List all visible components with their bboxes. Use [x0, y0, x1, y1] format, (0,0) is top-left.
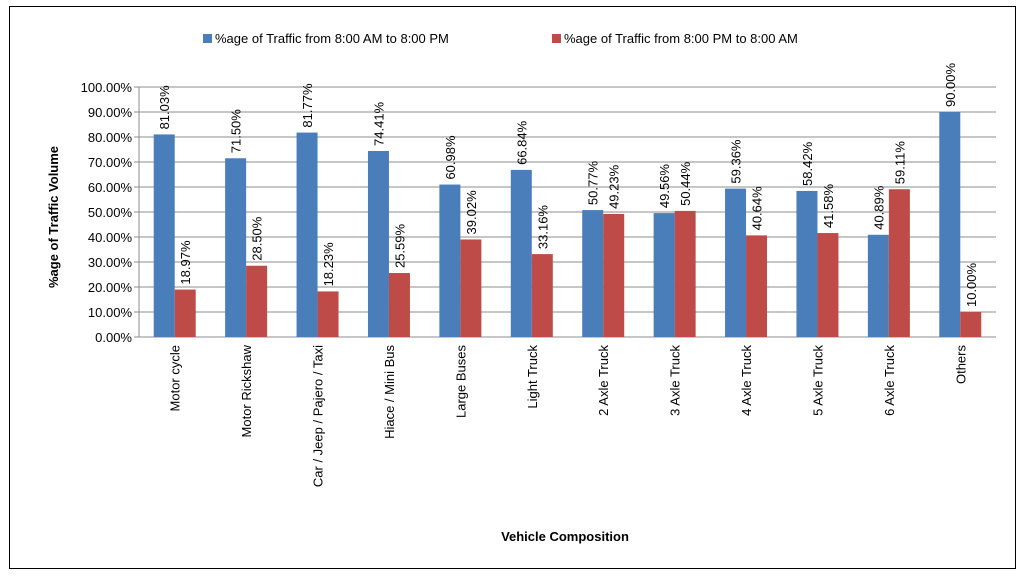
x-category-label: Others: [953, 345, 968, 385]
y-tick-label: 60.00%: [88, 180, 133, 195]
x-category-label: Motor Rickshaw: [239, 344, 254, 437]
data-labels: 81.03% 71.50% 81.77% 74.41% 60.98% 66.84% 50.7…: [157, 62, 979, 307]
bar: [153, 134, 175, 337]
x-axis-categories: Motor cycle Motor Rickshaw Car / Jeep / Pa…: [168, 344, 969, 487]
bar: [653, 213, 675, 337]
bar: [388, 273, 410, 337]
bar: [460, 239, 482, 337]
data-label: 28.50%: [250, 216, 265, 261]
data-label: 71.50%: [229, 109, 244, 154]
x-category-label: Motor cycle: [168, 345, 183, 411]
y-axis-title: %age of Traffic Volume: [46, 146, 61, 288]
legend-label: %age of Traffic from 8:00 PM to 8:00 AM: [564, 31, 798, 46]
legend: %age of Traffic from 8:00 AM to 8:00 PM%…: [203, 31, 798, 46]
y-axis-ticks: 0.00% 10.00% 20.00% 30.00% 40.00% 50.00% 60.00…: [81, 80, 133, 345]
y-tick-label: 40.00%: [88, 230, 133, 245]
bar: [510, 169, 532, 337]
y-tick-label: 80.00%: [88, 130, 133, 145]
data-label: 49.56%: [657, 164, 672, 209]
chart-frame: [9, 6, 1016, 569]
bar: [674, 210, 696, 337]
data-label: 90.00%: [943, 62, 958, 107]
data-label: 39.02%: [464, 190, 479, 235]
y-tick-label: 20.00%: [88, 280, 133, 295]
y-tick-label: 10.00%: [88, 305, 133, 320]
data-label: 41.58%: [821, 184, 836, 229]
x-axis-title: Vehicle Composition: [501, 529, 629, 544]
bar: [796, 190, 818, 337]
bar: [317, 291, 339, 337]
y-tick-label: 100.00%: [81, 80, 133, 95]
bar: [867, 234, 889, 337]
bar: [225, 158, 247, 337]
data-label: 59.11%: [892, 141, 907, 185]
bar: [296, 132, 318, 337]
x-category-label: Hiace / Mini Bus: [382, 345, 397, 439]
data-label: 33.16%: [535, 205, 550, 250]
bar: [439, 184, 461, 337]
bar: [367, 150, 389, 337]
bar: [603, 213, 625, 337]
data-label: 10.00%: [964, 262, 979, 307]
data-label: 81.03%: [157, 85, 172, 130]
x-category-label: 2 Axle Truck: [596, 345, 611, 416]
y-tick-label: 90.00%: [88, 105, 133, 120]
data-label: 81.77%: [300, 83, 315, 128]
x-category-label: Light Truck: [525, 345, 540, 409]
data-label: 59.36%: [729, 139, 744, 184]
y-tick-label: 30.00%: [88, 255, 133, 270]
y-tick-label: 0.00%: [95, 330, 132, 345]
bar: [960, 312, 982, 337]
data-label: 25.59%: [392, 223, 407, 268]
legend-swatch: [552, 34, 561, 43]
data-label: 74.41%: [371, 101, 386, 146]
bars: [153, 112, 982, 337]
legend-swatch: [203, 34, 212, 43]
bar: [174, 289, 196, 337]
data-label: 50.44%: [678, 161, 693, 206]
x-category-label: 3 Axle Truck: [668, 345, 683, 416]
data-label: 66.84%: [514, 120, 529, 165]
data-label: 40.64%: [750, 186, 765, 231]
gridlines: [134, 86, 996, 338]
bar: [582, 210, 604, 337]
y-tick-label: 50.00%: [88, 205, 133, 220]
x-category-label: Large Buses: [453, 345, 468, 418]
y-tick-label: 70.00%: [88, 155, 133, 170]
x-category-label: 5 Axle Truck: [810, 345, 825, 416]
data-label: 40.89%: [871, 185, 886, 230]
bar: [888, 189, 910, 337]
data-label: 18.97%: [178, 240, 193, 285]
data-label: 49.23%: [607, 164, 622, 209]
data-label: 58.42%: [800, 141, 815, 186]
legend-label: %age of Traffic from 8:00 AM to 8:00 PM: [215, 31, 449, 46]
data-label: 60.98%: [443, 135, 458, 180]
bar: [939, 112, 961, 337]
bar: [817, 233, 839, 337]
x-category-label: Car / Jeep / Pajero / Taxi: [311, 345, 326, 487]
bar: [725, 188, 747, 337]
bar: [746, 235, 768, 337]
data-label: 18.23%: [321, 242, 336, 287]
bar: [246, 265, 268, 337]
x-category-label: 6 Axle Truck: [882, 345, 897, 416]
bar: [531, 254, 553, 337]
data-label: 50.77%: [586, 161, 601, 206]
x-category-label: 4 Axle Truck: [739, 345, 754, 416]
